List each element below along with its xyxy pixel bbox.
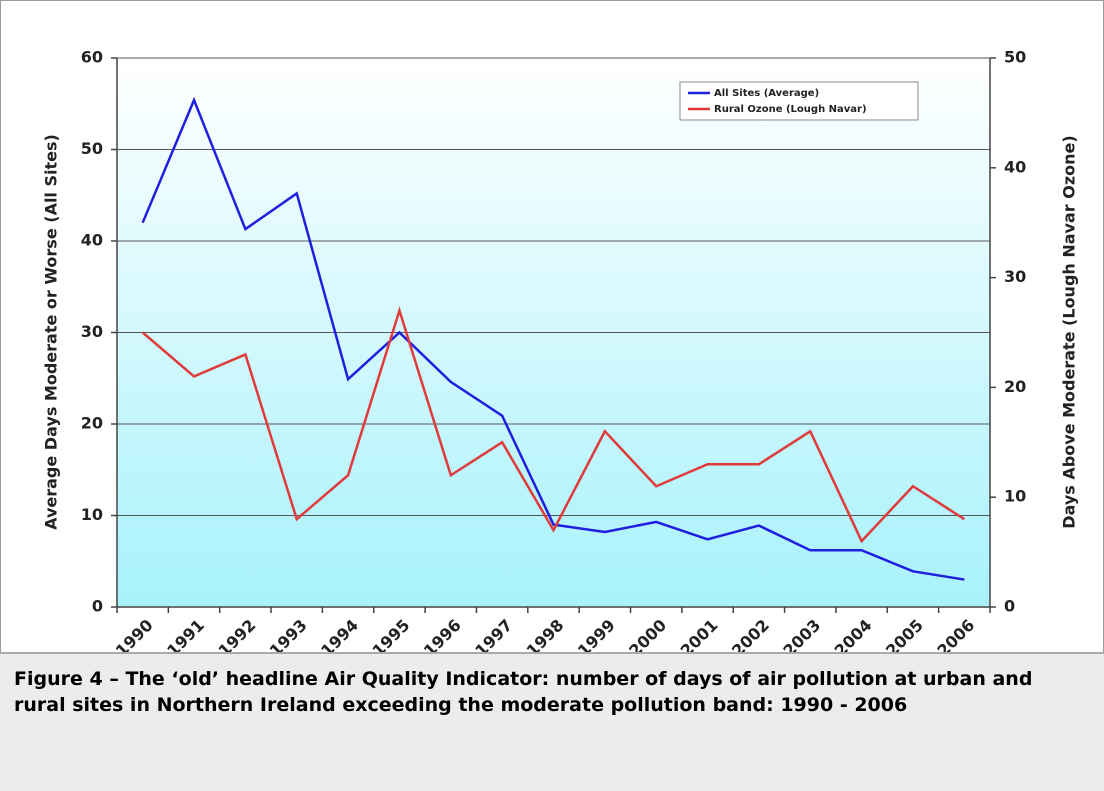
- x-tick-label: 1991: [163, 616, 208, 652]
- y2-tick-label: 40: [1004, 157, 1026, 176]
- y-tick-label: 50: [81, 139, 103, 158]
- y-tick-label: 0: [92, 597, 103, 616]
- legend-box: [679, 81, 919, 121]
- x-tick-label: 1997: [471, 616, 516, 652]
- x-tick-label: 1999: [574, 616, 619, 652]
- y2-axis-title: Days Above Moderate (Lough Navar Ozone): [1060, 135, 1079, 528]
- x-tick-label: 1992: [214, 616, 259, 652]
- x-tick-label: 1998: [523, 616, 568, 652]
- x-tick-label: 2003: [779, 616, 824, 652]
- x-tick-label: 1996: [420, 616, 465, 652]
- x-tick-label: 1994: [317, 616, 362, 652]
- caption: Figure 4 – The ‘old’ headline Air Qualit…: [0, 652, 1104, 791]
- y-tick-label: 20: [81, 414, 103, 433]
- y2-tick-label: 0: [1004, 597, 1015, 616]
- x-tick-label: 2001: [677, 616, 722, 652]
- x-tick-label: 2004: [831, 616, 876, 652]
- y-tick-label: 10: [81, 505, 103, 524]
- y2-tick-label: 30: [1004, 267, 1026, 286]
- y-tick-label: 40: [81, 231, 103, 250]
- y-tick-label: 30: [81, 322, 103, 341]
- y2-tick-label: 20: [1004, 377, 1026, 396]
- series-line: [141, 96, 965, 581]
- legend-label: Rural Ozone (Lough Navar): [714, 104, 867, 115]
- x-tick-label: 1993: [266, 616, 311, 652]
- x-tick-label: 1995: [369, 616, 414, 652]
- series-line: [141, 306, 965, 544]
- chart: Average Days Moderate or Worse (All Site…: [42, 48, 1079, 653]
- x-tick-label: 2002: [728, 616, 773, 652]
- legend-label: All Sites (Average): [714, 88, 819, 99]
- y2-tick-label: 50: [1004, 48, 1026, 67]
- y2-tick-label: 10: [1004, 487, 1026, 506]
- x-tick-label: 2005: [882, 616, 927, 652]
- x-tick-label: 2006: [933, 616, 978, 652]
- y-tick-label: 60: [81, 48, 103, 67]
- y-axis-title: Average Days Moderate or Worse (All Site…: [42, 134, 61, 530]
- x-tick-label: 2000: [625, 616, 670, 652]
- x-tick-label: 1990: [112, 616, 157, 652]
